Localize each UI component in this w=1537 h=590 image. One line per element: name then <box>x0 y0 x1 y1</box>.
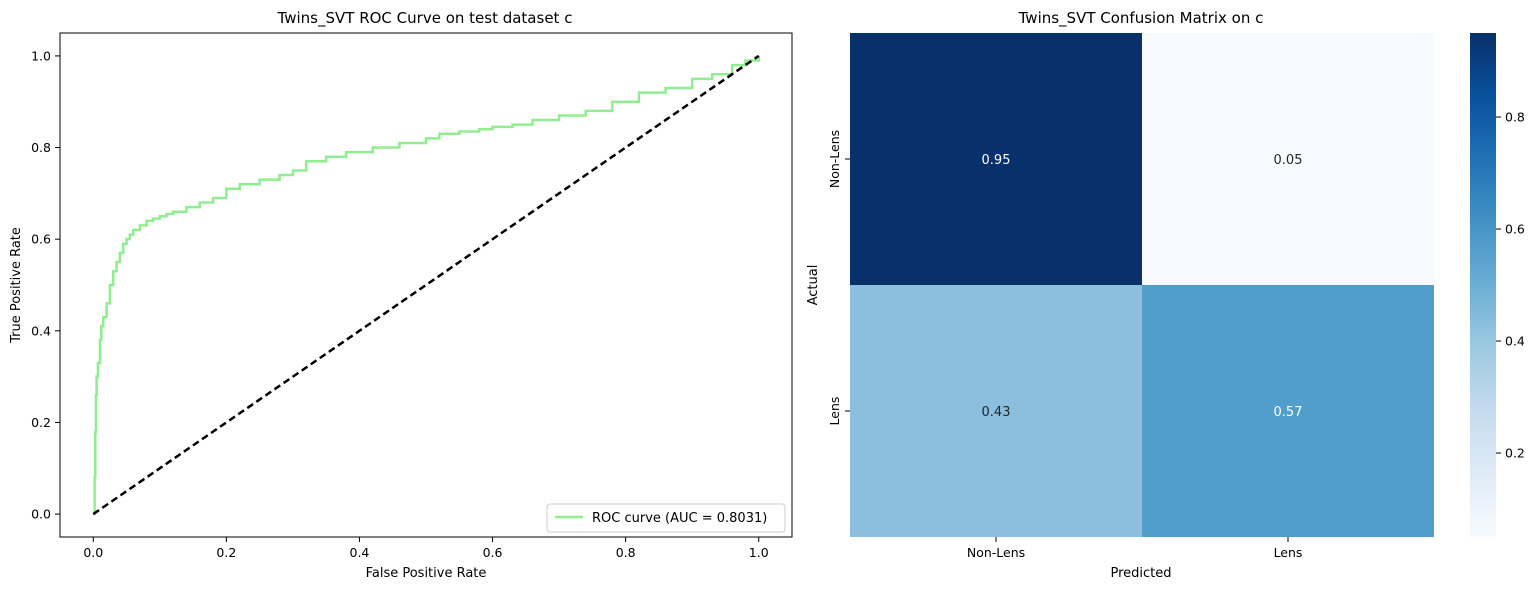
cm-cell-0-1 <box>1142 33 1434 285</box>
roc-lines <box>92 54 760 516</box>
roc-y-tick-label-1: 0.2 <box>31 415 51 430</box>
cm-x-label: Predicted <box>1110 566 1171 581</box>
roc-y-tick-label-3: 0.6 <box>31 232 51 247</box>
roc-y-axis: 0.0 0.2 0.4 0.6 0.8 1.0 <box>31 48 60 522</box>
cm-cell-0-0 <box>850 33 1142 285</box>
roc-curve-line <box>93 55 760 516</box>
colorbar-tick-label-3: 0.8 <box>1505 110 1525 125</box>
cm-x-tick-label-1: Lens <box>1274 545 1303 560</box>
cm-cell-1-1 <box>1142 285 1434 537</box>
roc-y-tick-label-0: 0.0 <box>31 507 51 522</box>
cm-cell-label-0-1: 0.05 <box>1274 153 1303 168</box>
cm-cell-label-0-0: 0.95 <box>982 153 1011 168</box>
cm-y-tick-label-1: Lens <box>827 397 842 426</box>
cm-cell-label-1-0: 0.43 <box>982 405 1011 420</box>
cm-axes: Non-Lens Lens Non-Lens Lens <box>827 130 1302 560</box>
roc-x-tick-label-1: 0.2 <box>216 545 236 560</box>
legend-label-roc: ROC curve (AUC = 0.8031) <box>592 511 767 526</box>
cm-cells: 0.95 0.05 0.43 0.57 <box>850 33 1434 537</box>
roc-legend: ROC curve (AUC = 0.8031) <box>546 503 786 533</box>
colorbar-tick-label-1: 0.4 <box>1505 334 1525 349</box>
roc-x-tick-label-0: 0.0 <box>83 545 103 560</box>
roc-x-tick-label-2: 0.4 <box>350 545 370 560</box>
cm-y-tick-label-0: Non-Lens <box>827 130 842 188</box>
roc-y-tick-label-5: 1.0 <box>31 48 51 63</box>
roc-x-axis: 0.0 0.2 0.4 0.6 0.8 1.0 <box>83 537 769 560</box>
cm-y-label: Actual <box>806 265 821 306</box>
roc-x-tick-label-5: 1.0 <box>749 545 769 560</box>
confusion-panel: Twins_SVT Confusion Matrix on c 0.95 0.05… <box>806 9 1434 581</box>
roc-y-label: True Positive Rate <box>9 227 24 344</box>
roc-y-tick-label-2: 0.4 <box>31 323 51 338</box>
colorbar-gradient <box>1470 33 1496 537</box>
roc-x-tick-label-4: 0.8 <box>616 545 636 560</box>
cm-cell-label-1-1: 0.57 <box>1274 405 1303 420</box>
cm-x-tick-label-0: Non-Lens <box>967 545 1025 560</box>
colorbar-tick-label-2: 0.6 <box>1505 222 1525 237</box>
cm-cell-1-0 <box>850 285 1142 537</box>
roc-title: Twins_SVT ROC Curve on test dataset c <box>277 9 573 28</box>
roc-x-label: False Positive Rate <box>366 566 487 581</box>
roc-plot-area <box>59 32 793 538</box>
colorbar-tick-label-0: 0.2 <box>1505 446 1525 461</box>
roc-chance-line <box>92 54 760 516</box>
roc-y-tick-label-4: 0.8 <box>31 140 51 155</box>
colorbar-ticks: 0.2 0.4 0.6 0.8 <box>1496 110 1525 461</box>
cm-title: Twins_SVT Confusion Matrix on c <box>1018 9 1264 28</box>
legend-box <box>546 503 786 533</box>
colorbar: 0.2 0.4 0.6 0.8 <box>1470 33 1525 537</box>
roc-x-tick-label-3: 0.6 <box>483 545 503 560</box>
roc-panel: Twins_SVT ROC Curve on test dataset c 0.… <box>9 9 793 581</box>
